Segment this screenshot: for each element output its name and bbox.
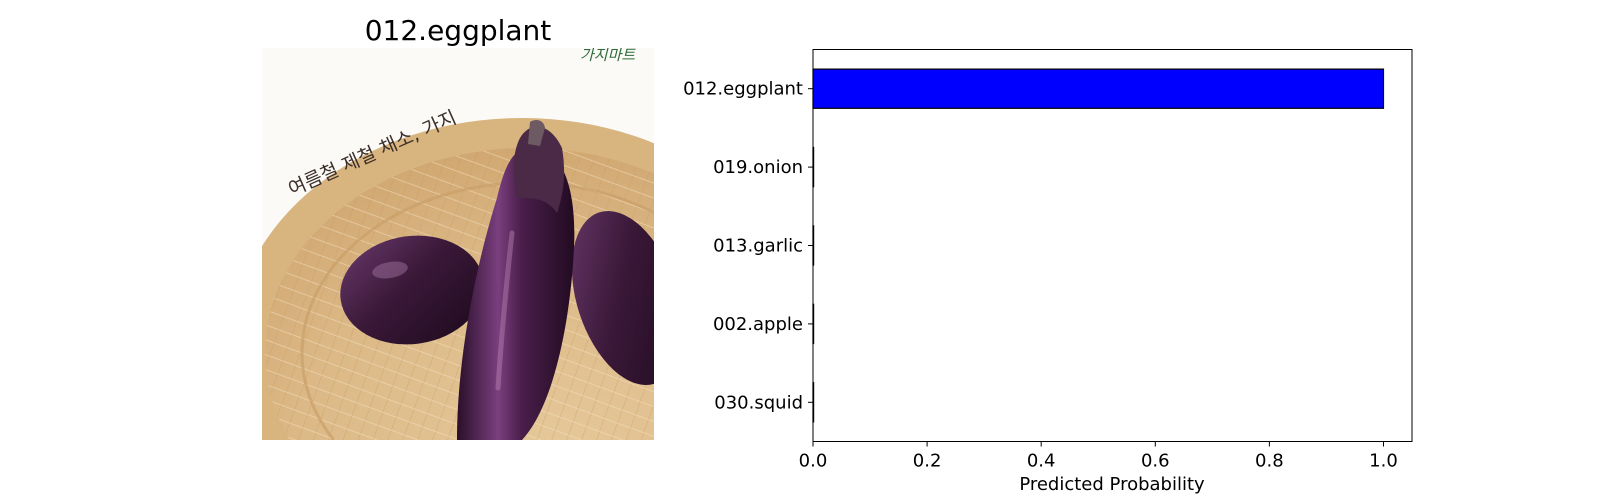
x-axis-label: Predicted Probability (1019, 474, 1205, 495)
x-tick-label: 0.6 (1141, 451, 1170, 472)
y-tick-label: 012.eggplant (683, 79, 803, 100)
y-tick-label: 002.apple (713, 314, 803, 335)
eggplant-photo: 여름철 제철 채소, 가지 가지마트 (262, 48, 654, 440)
bar-012-eggplant (812, 68, 1385, 109)
photo-corner-text: 가지마트 (580, 48, 636, 64)
x-tick-group: 0.0 0.2 0.4 0.6 0.8 1.0 (799, 441, 1398, 472)
x-tick-label: 0.0 (799, 451, 828, 472)
y-tick-label: 019.onion (713, 157, 803, 178)
image-title: 012.eggplant (364, 14, 552, 47)
y-tick-label: 030.squid (714, 392, 803, 413)
x-tick-label: 0.2 (913, 451, 942, 472)
y-tick-label: 013.garlic (713, 236, 803, 257)
x-tick-label: 0.4 (1027, 451, 1056, 472)
y-tick-group: 012.eggplant 019.onion 013.garlic 002.apple… (683, 79, 813, 413)
x-tick-label: 0.8 (1255, 451, 1284, 472)
x-tick-label: 1.0 (1369, 451, 1398, 472)
bars-group (812, 68, 1385, 423)
eggplant-photo-illustration: 여름철 제철 채소, 가지 가지마트 (262, 48, 654, 440)
